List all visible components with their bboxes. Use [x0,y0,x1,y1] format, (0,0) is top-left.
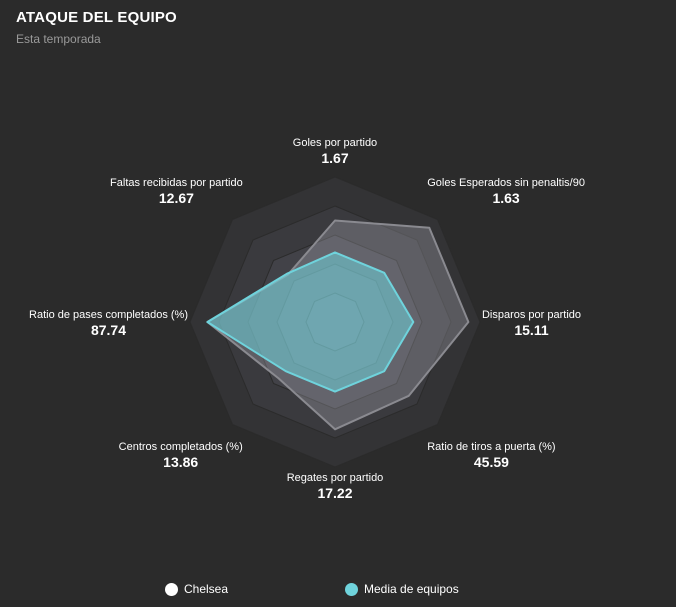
average-legend-dot [345,582,358,596]
axis-value: 45.59 [474,454,509,470]
axis-value: 1.63 [492,190,519,206]
axis-value: 1.67 [321,150,348,166]
chart-subtitle: Esta temporada [16,32,101,46]
axis-value: 15.11 [514,322,548,338]
axis-group-6: Ratio de pases completados (%)87.74 [29,309,188,338]
axis-label: Goles por partido [293,137,377,149]
chart-title: ATAQUE DEL EQUIPO [16,9,177,26]
legend-label-chelsea: Chelsea [184,582,229,596]
legend-item-average[interactable]: Media de equipos [345,582,459,596]
axis-label: Ratio de pases completados (%) [29,309,188,321]
axis-group-5: Centros completados (%)13.86 [119,441,243,470]
chelsea-legend-dot [165,582,178,596]
series-polygon-average [206,251,415,393]
axis-group-1: Goles Esperados sin penaltis/901.63 [427,177,585,206]
axis-value: 87.74 [91,322,126,338]
axis-label: Regates por partido [287,472,384,484]
axis-label: Disparos por partido [482,309,581,321]
axis-value: 13.86 [163,454,198,470]
axis-label: Goles Esperados sin penaltis/90 [427,177,585,189]
legend-item-chelsea[interactable]: Chelsea [165,582,228,596]
axis-value: 17.22 [317,485,352,501]
legend-label-average: Media de equipos [364,582,459,596]
axis-group-3: Ratio de tiros a puerta (%)45.59 [427,441,555,470]
axis-value: 12.67 [159,190,194,206]
axis-label: Centros completados (%) [119,441,243,453]
axis-label: Faltas recibidas por partido [110,177,243,189]
axis-label: Ratio de tiros a puerta (%) [427,441,555,453]
